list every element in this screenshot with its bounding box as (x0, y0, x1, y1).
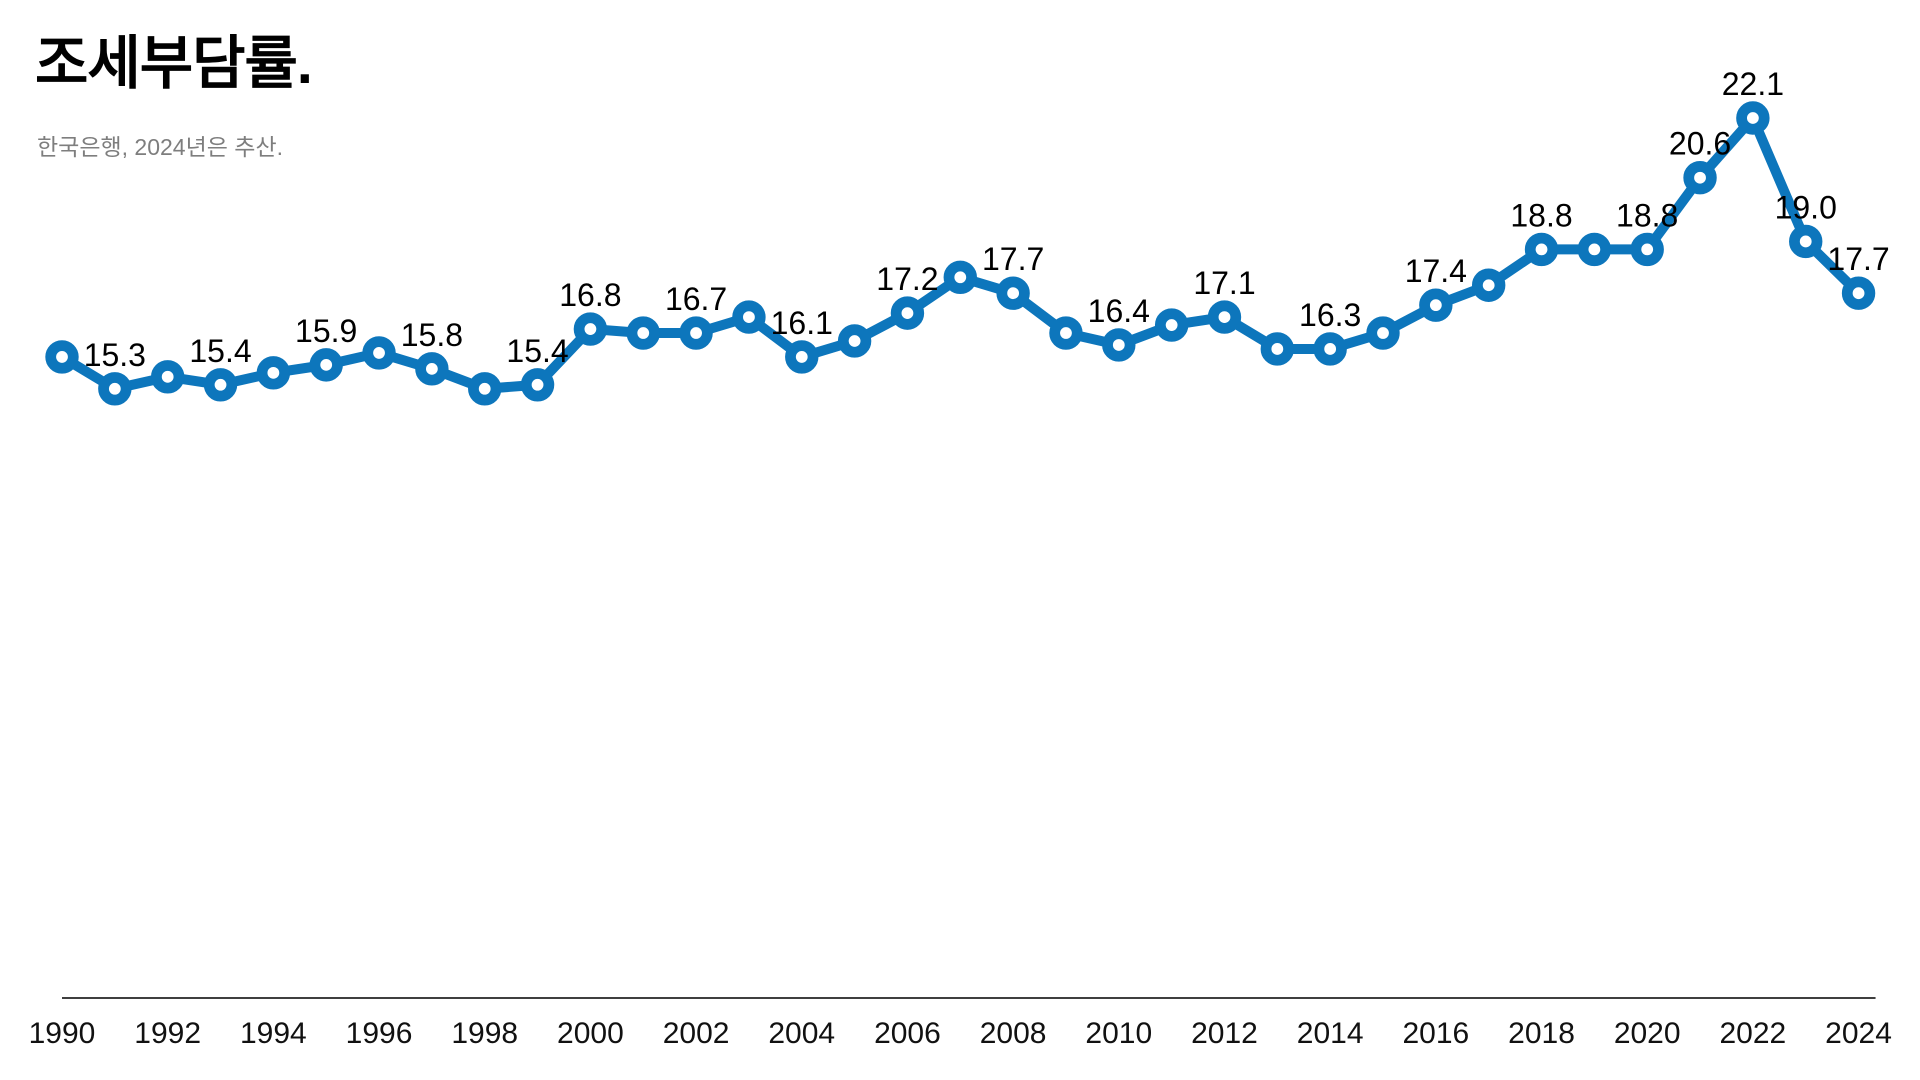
x-axis-label: 2024 (1825, 1017, 1892, 1050)
data-point (415, 352, 449, 386)
data-point (98, 372, 132, 406)
data-point (679, 316, 713, 350)
data-point (1207, 300, 1242, 334)
chart-header: 조세부담률. 한국은행, 2024년은 추산. (35, 31, 313, 162)
data-point (256, 356, 291, 390)
data-point (1260, 332, 1295, 366)
data-point (1577, 232, 1612, 267)
data-point-label: 16.1 (771, 305, 833, 341)
x-axis-label: 1992 (134, 1017, 201, 1050)
data-point (45, 340, 79, 374)
data-point-label: 20.6 (1669, 126, 1731, 162)
x-axis-label: 1998 (451, 1017, 518, 1050)
data-point-label: 17.2 (876, 261, 938, 297)
data-point (1524, 232, 1559, 267)
x-axis-label: 1994 (240, 1017, 307, 1050)
data-point-label: 17.7 (1827, 241, 1889, 277)
data-point-label: 17.7 (982, 241, 1044, 277)
x-axis-label: 2016 (1402, 1017, 1469, 1050)
data-point (362, 336, 396, 370)
data-point (1154, 308, 1189, 342)
x-axis-label: 2002 (663, 1017, 730, 1050)
data-point (996, 276, 1030, 310)
data-point (1313, 332, 1347, 366)
data-point-label: 22.1 (1722, 66, 1784, 102)
data-point (943, 260, 977, 294)
x-axis-label: 2012 (1191, 1017, 1258, 1050)
chart-source-note: 한국은행, 2024년은 추산. (37, 133, 284, 160)
data-point-label: 17.4 (1405, 253, 1467, 289)
data-point (468, 372, 502, 406)
x-axis-label: 1990 (29, 1017, 96, 1050)
data-point (1630, 232, 1664, 267)
data-point-label: 15.8 (401, 317, 463, 353)
data-point (203, 368, 238, 402)
data-point (1736, 101, 1770, 135)
x-axis-label: 2018 (1508, 1017, 1575, 1050)
x-axis-label: 2014 (1297, 1017, 1364, 1050)
data-point (626, 316, 660, 350)
data-point-label: 17.1 (1193, 265, 1255, 301)
x-axis-label: 1996 (346, 1017, 413, 1050)
data-point (520, 368, 555, 402)
data-point (1419, 288, 1453, 322)
data-point (1683, 161, 1717, 195)
data-point (1471, 268, 1506, 302)
data-point-label: 16.3 (1299, 297, 1361, 333)
data-point-label: 19.0 (1775, 189, 1837, 225)
data-point-label: 16.7 (665, 281, 727, 317)
data-point-label: 15.4 (506, 333, 568, 369)
data-point-label: 16.8 (559, 277, 621, 313)
x-axis-label: 2020 (1614, 1017, 1681, 1050)
data-point (309, 348, 343, 382)
data-point-label: 15.4 (189, 333, 251, 369)
data-point (837, 324, 872, 358)
data-point (150, 360, 185, 394)
data-point (732, 300, 766, 334)
x-axis-label: 2010 (1085, 1017, 1152, 1050)
x-axis-label: 2004 (768, 1017, 835, 1050)
data-point-label: 15.3 (84, 337, 146, 373)
data-point (1789, 224, 1823, 259)
x-axis-label: 2006 (874, 1017, 941, 1050)
data-point-label: 15.9 (295, 313, 357, 349)
x-axis-label: 2008 (980, 1017, 1047, 1050)
data-point (1841, 276, 1876, 310)
data-point-label: 16.4 (1088, 293, 1150, 329)
data-point (1102, 328, 1136, 362)
data-point (1366, 316, 1400, 350)
data-point-label: 18.8 (1510, 197, 1572, 233)
data-point (890, 296, 925, 330)
data-point-label: 18.8 (1616, 197, 1678, 233)
x-axis-label: 2022 (1720, 1017, 1787, 1050)
chart-title: 조세부담률. (35, 31, 313, 96)
data-point (1049, 316, 1083, 350)
data-point (785, 340, 819, 374)
data-point (573, 312, 608, 346)
x-axis-label: 2000 (557, 1017, 624, 1050)
